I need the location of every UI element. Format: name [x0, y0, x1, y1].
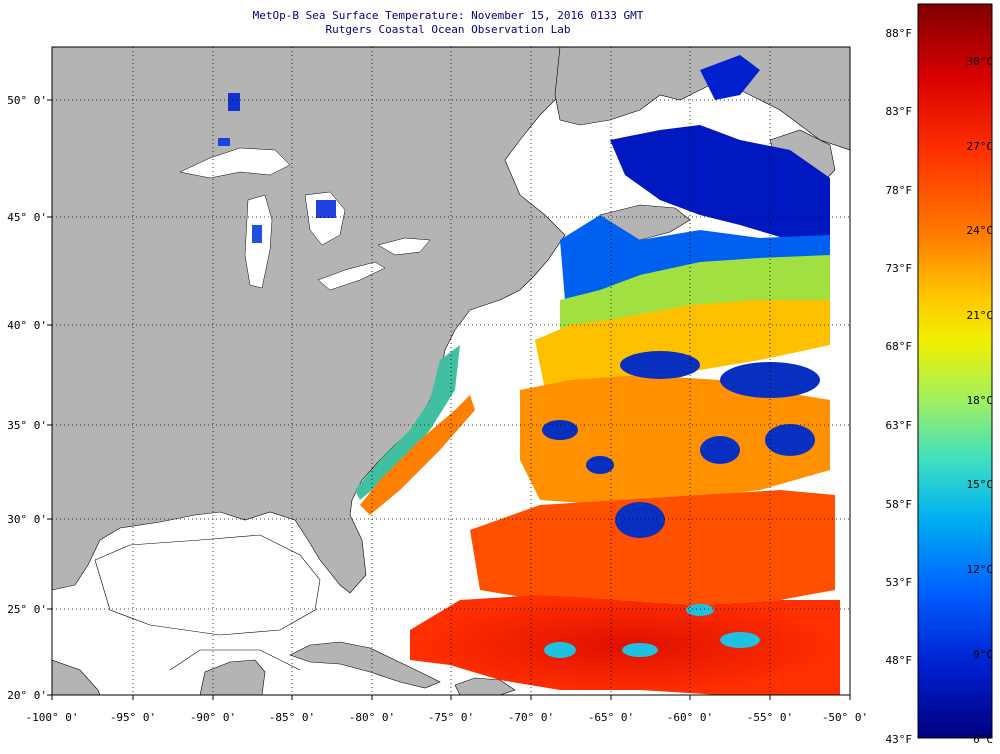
colorbar-f-label: 68°F	[886, 340, 913, 353]
lat-label: 30° 0'	[7, 513, 47, 526]
lon-label: -65° 0'	[588, 711, 634, 724]
sst-gulf-stream-north	[535, 300, 830, 390]
sst-cyan-patches	[544, 604, 760, 658]
land-central-america	[52, 659, 101, 695]
sst-gulf-st-lawrence	[610, 125, 830, 240]
yucatan-shelf-contour	[169, 649, 301, 671]
lake-superior	[179, 147, 291, 179]
colorbar-c-label: 21°C	[967, 309, 994, 322]
lon-label: -70° 0'	[508, 711, 554, 724]
sst-coastal-streak	[355, 345, 460, 500]
longitude-labels: -100° 0' -95° 0' -90° 0' -85° 0' -80° 0'…	[26, 711, 869, 724]
lon-label: -90° 0'	[190, 711, 236, 724]
colorbar-f-label: 73°F	[886, 262, 913, 275]
lake-blue-patch	[218, 138, 230, 146]
map-ticks	[47, 99, 851, 700]
colorbar-f-label: 78°F	[886, 184, 913, 197]
colorbar-f-label: 88°F	[886, 27, 913, 40]
lon-label: -85° 0'	[269, 711, 315, 724]
lon-label: -50° 0'	[822, 711, 868, 724]
lon-label: -75° 0'	[428, 711, 474, 724]
colorbar-celsius-labels: 30°C 27°C 24°C 21°C 18°C 15°C 12°C 9°C 6…	[967, 55, 994, 746]
colorbar-fahrenheit-labels: 88°F 83°F 78°F 73°F 68°F 63°F 58°F 53°F …	[886, 27, 913, 746]
sst-gulf-stream-core	[360, 395, 475, 515]
lat-label: 50° 0'	[7, 94, 47, 107]
colorbar-c-label: 30°C	[967, 55, 994, 68]
lon-label: -100° 0'	[26, 711, 79, 724]
map-subtitle: Rutgers Coastal Ocean Observation Lab	[325, 23, 571, 36]
lat-label: 35° 0'	[7, 419, 47, 432]
sst-scotian-shelf	[560, 215, 830, 300]
lake-ontario	[377, 237, 431, 256]
latitude-labels: 50° 0' 45° 0' 40° 0' 35° 0' 30° 0' 25° 0…	[7, 94, 47, 702]
colorbar-f-label: 83°F	[886, 105, 913, 118]
lake-nipigon	[228, 93, 240, 111]
lake-blue-patch	[316, 200, 336, 218]
sst-warm-band	[470, 490, 835, 605]
colorbar-f-label: 53°F	[886, 576, 913, 589]
sst-caribbean	[410, 595, 840, 695]
lat-label: 40° 0'	[7, 319, 47, 332]
lon-label: -55° 0'	[747, 711, 793, 724]
lon-label: -95° 0'	[110, 711, 156, 724]
map-content	[52, 47, 850, 695]
colorbar-c-label: 9°C	[973, 648, 993, 661]
lake-blue-patch	[252, 225, 262, 243]
map-title: MetOp-B Sea Surface Temperature: Novembe…	[252, 9, 644, 22]
colorbar-c-label: 27°C	[967, 140, 994, 153]
lon-label: -60° 0'	[667, 711, 713, 724]
colorbar-c-label: 18°C	[967, 394, 994, 407]
gulf-bathymetry-contour	[94, 534, 321, 636]
map-gridlines	[52, 47, 850, 695]
land-cuba	[289, 641, 441, 689]
land-hispaniola	[454, 677, 516, 695]
land-yucatan	[199, 659, 266, 695]
lake-erie	[317, 261, 386, 291]
lat-label: 25° 0'	[7, 603, 47, 616]
lat-label: 20° 0'	[7, 689, 47, 702]
lon-label: -80° 0'	[349, 711, 395, 724]
colorbar-f-label: 43°F	[886, 733, 913, 746]
sst-labrador-patch	[700, 55, 760, 100]
colorbar-f-label: 48°F	[886, 654, 913, 667]
colorbar	[917, 3, 993, 739]
colorbar-f-label: 63°F	[886, 419, 913, 432]
lat-label: 45° 0'	[7, 211, 47, 224]
colorbar-c-label: 12°C	[967, 563, 994, 576]
sst-slope-water	[560, 255, 830, 335]
colorbar-f-label: 58°F	[886, 498, 913, 511]
colorbar-c-label: 24°C	[967, 224, 994, 237]
colorbar-c-label: 6°C	[973, 733, 993, 746]
colorbar-c-label: 15°C	[967, 478, 994, 491]
